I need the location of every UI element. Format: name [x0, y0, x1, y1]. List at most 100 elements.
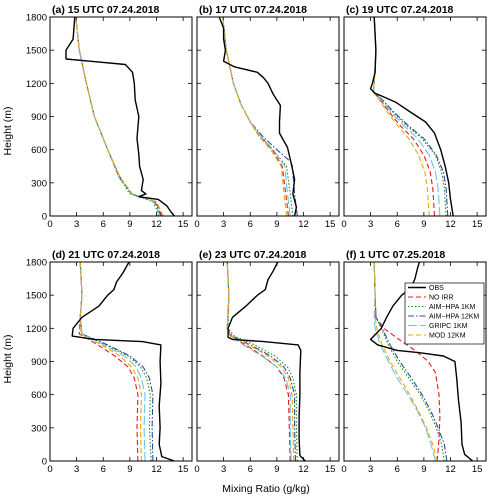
y-tick-label: 900 — [31, 357, 47, 368]
x-tick-label: 0 — [341, 219, 346, 230]
series-line-aim-hpa-12km — [372, 17, 449, 216]
x-tick-label: 12 — [298, 464, 309, 475]
x-tick-label: 6 — [101, 464, 106, 475]
y-axis-label-top: Height (m) — [2, 106, 14, 155]
series-line-aim-hpa-12km — [373, 262, 448, 461]
x-tick-label: 12 — [445, 219, 456, 230]
y-tick-label: 300 — [31, 423, 47, 434]
panel-title: (f) 1 UTC 07.25.2018 — [346, 249, 445, 261]
legend: OBS NO IRR AIM−HPA 1KM AIM−HPA 12KM GRIPC 1K… — [404, 282, 485, 345]
panel-a: (a) 15 UTC 07.24.2018 0 3 6 9 12 15 0 300 600 900 1… — [26, 4, 193, 230]
x-tick-label: 15 — [178, 464, 189, 475]
panel-frame — [343, 16, 487, 217]
panel-frame — [343, 261, 487, 462]
series-line-aim-hpa-1km — [79, 262, 152, 461]
panel-title: (b) 17 UTC 07.24.2018 — [199, 4, 307, 16]
series-line-no-irr — [373, 262, 441, 461]
series-line-aim-hpa-1km — [372, 17, 447, 216]
y-tick-label: 1500 — [26, 46, 47, 57]
x-tick-label: 15 — [325, 219, 336, 230]
x-axis-label: Mixing Ratio (g/kg) — [222, 483, 310, 495]
x-tick-label: 9 — [421, 464, 426, 475]
series-line-mod-12km — [372, 17, 430, 216]
panel-f: (f) 1 UTC 07.25.2018 0 3 6 9 12 15 — [341, 249, 487, 475]
y-axis-label-bottom: Height (m) — [2, 334, 14, 383]
y-tick-label: 1200 — [26, 79, 47, 90]
x-tick-label: 6 — [248, 464, 253, 475]
panel-frame — [49, 16, 193, 217]
x-tick-label: 9 — [127, 464, 132, 475]
series-line-gripc-1km — [79, 262, 146, 461]
y-tick-label: 1200 — [26, 324, 47, 335]
x-tick-label: 12 — [151, 219, 162, 230]
series-line-mod-12km — [222, 17, 288, 216]
series-line-gripc-1km — [372, 17, 441, 216]
x-tick-label: 9 — [421, 219, 426, 230]
series-line-obs — [218, 17, 298, 216]
x-tick-label: 12 — [298, 219, 309, 230]
x-tick-label: 15 — [178, 219, 189, 230]
series-line-aim-hpa-12km — [222, 17, 298, 216]
x-tick-label: 6 — [101, 219, 106, 230]
panel-frame — [196, 261, 340, 462]
y-tick-label: 1500 — [26, 291, 47, 302]
x-tick-label: 3 — [74, 464, 79, 475]
x-tick-label: 0 — [194, 219, 199, 230]
series-line-no-irr — [222, 17, 289, 216]
series-line-gripc-1km — [75, 17, 161, 216]
x-tick-label: 0 — [47, 464, 52, 475]
legend-label: AIM−HPA 1KM — [429, 304, 476, 311]
panel-title: (d) 21 UTC 07.24.2018 — [52, 249, 160, 261]
x-tick-label: 15 — [325, 464, 336, 475]
panel-e: (e) 23 UTC 07.24.2018 0 3 6 9 12 15 — [194, 249, 340, 475]
x-tick-label: 3 — [74, 219, 79, 230]
series-line-mod-12km — [226, 262, 295, 461]
series-line-obs — [369, 17, 454, 216]
y-tick-label: 0 — [42, 457, 47, 468]
panel-title: (c) 19 UTC 07.24.2018 — [346, 4, 454, 16]
series-line-no-irr — [226, 262, 291, 461]
x-tick-label: 3 — [368, 219, 373, 230]
panel-b: (b) 17 UTC 07.24.2018 0 3 6 9 12 15 — [194, 4, 340, 230]
legend-label: NO IRR — [429, 295, 454, 302]
series-line-aim-hpa-1km — [222, 17, 294, 216]
series-line-obs — [65, 17, 175, 216]
y-tick-label: 900 — [31, 112, 47, 123]
y-tick-label: 300 — [31, 178, 47, 189]
x-tick-label: 3 — [221, 219, 226, 230]
x-tick-label: 6 — [395, 464, 400, 475]
series-line-aim-hpa-1km — [226, 262, 298, 461]
y-tick-label: 1800 — [26, 13, 47, 24]
panel-c: (c) 19 UTC 07.24.2018 0 3 6 9 12 15 — [341, 4, 487, 230]
x-tick-label: 12 — [151, 464, 162, 475]
x-tick-label: 6 — [395, 219, 400, 230]
panel-title: (e) 23 UTC 07.24.2018 — [199, 249, 307, 261]
series-line-aim-hpa-12km — [79, 262, 154, 461]
x-tick-label: 15 — [472, 464, 483, 475]
x-tick-label: 0 — [194, 464, 199, 475]
x-tick-label: 0 — [47, 219, 52, 230]
series-line-gripc-1km — [226, 262, 292, 461]
series-line-gripc-1km — [222, 17, 291, 216]
series-line-gripc-1km — [373, 262, 436, 461]
x-tick-label: 3 — [368, 464, 373, 475]
series-line-mod-12km — [75, 17, 165, 216]
panel-frame — [196, 16, 340, 217]
panel-title: (a) 15 UTC 07.24.2018 — [52, 4, 160, 16]
legend-label: GRIPC 1KM — [429, 323, 468, 330]
y-tick-label: 600 — [31, 145, 47, 156]
x-tick-label: 9 — [274, 219, 279, 230]
x-tick-label: 9 — [274, 464, 279, 475]
series-line-no-irr — [372, 17, 436, 216]
legend-label: MOD 12KM — [429, 333, 466, 340]
legend-label: AIM−HPA 12KM — [429, 314, 479, 321]
panel-frame — [49, 261, 193, 462]
series-line-mod-12km — [373, 262, 438, 461]
y-tick-label: 0 — [42, 212, 47, 223]
y-tick-label: 1800 — [26, 258, 47, 269]
series-line-no-irr — [78, 262, 139, 461]
legend-box — [404, 282, 485, 345]
x-tick-label: 6 — [248, 219, 253, 230]
series-line-no-irr — [75, 17, 163, 216]
